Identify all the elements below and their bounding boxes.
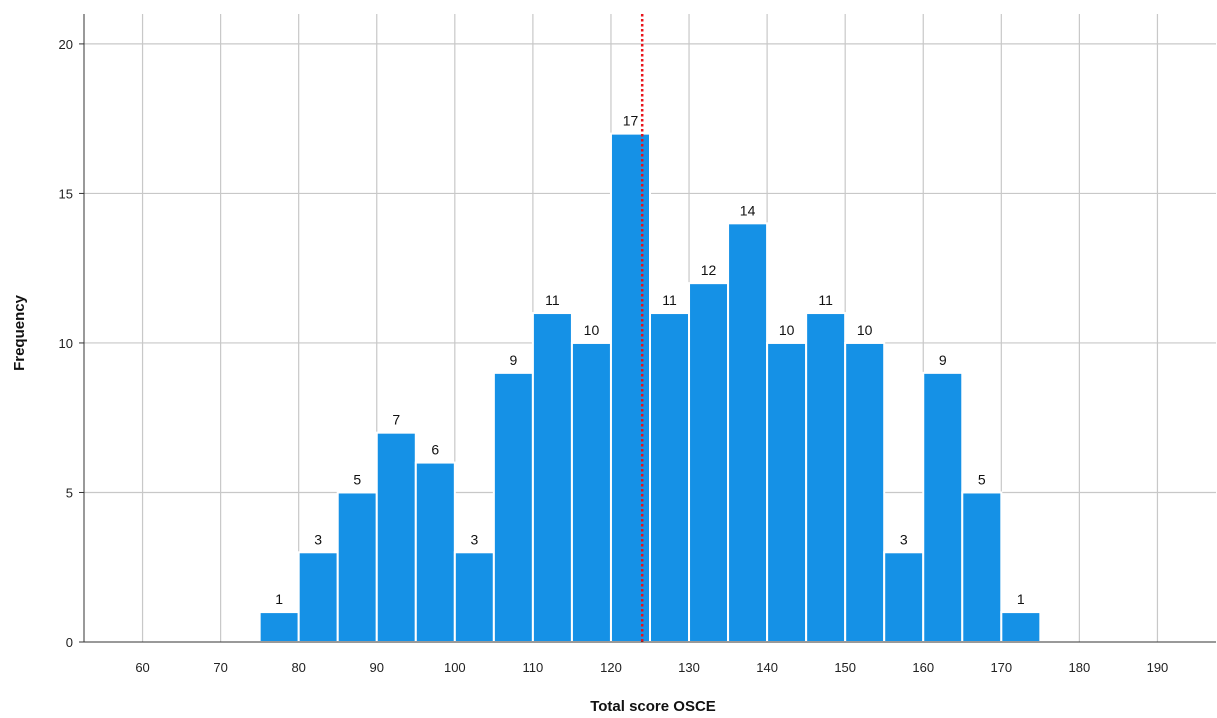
bar-value-label-13: 10: [779, 322, 795, 338]
bar-value-label-15: 10: [857, 322, 873, 338]
bar-value-label-16: 3: [900, 531, 908, 547]
histogram-bar-18: [961, 491, 1003, 643]
bar-value-label-6: 9: [509, 352, 517, 368]
x-tick-label-90: 90: [370, 660, 384, 675]
bar-value-label-0: 1: [275, 591, 283, 607]
bar-value-label-8: 10: [584, 322, 600, 338]
bar-value-label-10: 11: [662, 292, 677, 308]
histogram-bar-6: [492, 371, 534, 643]
y-tick-label-10: 10: [59, 336, 73, 351]
bar-value-label-5: 3: [470, 531, 478, 547]
x-tick-label-80: 80: [291, 660, 305, 675]
histogram-bar-9: [609, 132, 651, 643]
x-tick-label-100: 100: [444, 660, 466, 675]
x-tick-label-150: 150: [834, 660, 856, 675]
y-tick-label-15: 15: [59, 186, 73, 201]
bar-value-label-19: 1: [1017, 591, 1025, 607]
bar-value-label-11: 12: [701, 262, 717, 278]
x-tick-label-70: 70: [213, 660, 227, 675]
x-tick-label-190: 190: [1147, 660, 1169, 675]
histogram-bar-12: [727, 222, 769, 643]
histogram-bar-0: [258, 611, 300, 643]
y-tick-label-5: 5: [66, 485, 73, 500]
x-tick-label-180: 180: [1069, 660, 1091, 675]
histogram-bar-3: [375, 431, 417, 643]
histogram-bar-15: [844, 341, 886, 643]
bar-value-label-12: 14: [740, 202, 756, 218]
histogram-bar-2: [336, 491, 378, 643]
histogram-bar-13: [766, 341, 808, 643]
bar-value-label-4: 6: [431, 442, 439, 458]
bar-value-label-14: 11: [818, 292, 833, 308]
histogram-bar-17: [922, 371, 964, 643]
histogram-bar-14: [805, 312, 847, 643]
data-labels: 1 3 5 7 6 3 9 11 10 17 11 12 14 10 11 10 3 9 5 1: [275, 113, 1025, 607]
x-tick-label-110: 110: [523, 660, 544, 675]
bar-value-label-17: 9: [939, 352, 947, 368]
histogram-bar-1: [297, 551, 339, 643]
y-tick-label-0: 0: [66, 635, 73, 650]
histogram-bar-19: [1000, 611, 1042, 643]
histogram-bar-7: [531, 312, 573, 643]
histogram-bar-10: [649, 312, 691, 643]
bar-value-label-18: 5: [978, 471, 986, 487]
bar-value-label-7: 11: [545, 292, 560, 308]
histogram-bar-8: [570, 341, 612, 643]
x-tick-label-140: 140: [756, 660, 778, 675]
bar-value-label-9: 17: [623, 113, 639, 129]
x-tick-label-130: 130: [678, 660, 700, 675]
y-tick-label-20: 20: [59, 37, 73, 52]
x-tick-label-60: 60: [135, 660, 149, 675]
bar-value-label-3: 7: [392, 412, 400, 428]
axes: 60 70 80 90 100 110 120 130 140 150 160 170 180 19005…: [59, 14, 1216, 675]
histogram-bar-11: [688, 282, 730, 643]
histogram-bar-16: [883, 551, 925, 643]
histogram-bars: [258, 132, 1042, 644]
histogram-bar-5: [453, 551, 495, 643]
x-axis-title: Total score OSCE: [590, 698, 716, 715]
x-tick-label-160: 160: [912, 660, 934, 675]
bar-value-label-2: 5: [353, 471, 361, 487]
x-tick-label-120: 120: [600, 660, 622, 675]
histogram-bar-4: [414, 461, 456, 644]
y-axis-title: Frequency: [11, 294, 28, 371]
bar-value-label-1: 3: [314, 531, 322, 547]
x-tick-label-170: 170: [990, 660, 1012, 675]
